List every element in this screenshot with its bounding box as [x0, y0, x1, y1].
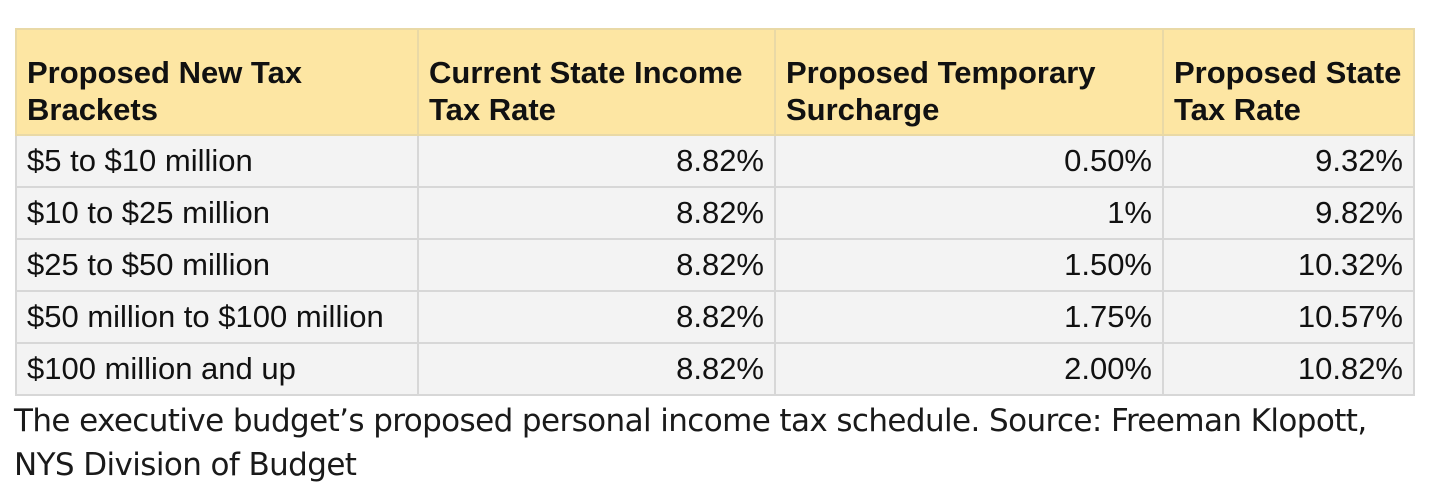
current-rate-cell: 8.82%: [417, 342, 776, 396]
surcharge-cell: 1.75%: [774, 290, 1164, 344]
bracket-cell: $50 million to $100 million: [15, 290, 419, 344]
bracket-cell: $5 to $10 million: [15, 134, 419, 188]
proposed-rate-cell: 10.57%: [1162, 290, 1415, 344]
tax-schedule-table: Proposed New Tax Brackets Current State …: [15, 28, 1415, 396]
header-row: Proposed New Tax Brackets Current State …: [15, 28, 1415, 136]
current-rate-cell: 8.82%: [417, 186, 776, 240]
bracket-cell: $10 to $25 million: [15, 186, 419, 240]
table-row: $5 to $10 million 8.82% 0.50% 9.32%: [15, 134, 1415, 188]
table-row: $100 million and up 8.82% 2.00% 10.82%: [15, 342, 1415, 396]
proposed-rate-cell: 9.32%: [1162, 134, 1415, 188]
table-row: $25 to $50 million 8.82% 1.50% 10.32%: [15, 238, 1415, 292]
current-rate-cell: 8.82%: [417, 290, 776, 344]
current-rate-cell: 8.82%: [417, 134, 776, 188]
bracket-cell: $100 million and up: [15, 342, 419, 396]
proposed-rate-cell: 10.32%: [1162, 238, 1415, 292]
table-row: $50 million to $100 million 8.82% 1.75% …: [15, 290, 1415, 344]
header-proposed-rate: Proposed State Tax Rate: [1162, 28, 1415, 136]
surcharge-cell: 2.00%: [774, 342, 1164, 396]
table-row: $10 to $25 million 8.82% 1% 9.82%: [15, 186, 1415, 240]
surcharge-cell: 1%: [774, 186, 1164, 240]
proposed-rate-cell: 10.82%: [1162, 342, 1415, 396]
proposed-rate-cell: 9.82%: [1162, 186, 1415, 240]
header-tax-brackets: Proposed New Tax Brackets: [15, 28, 419, 136]
bracket-cell: $25 to $50 million: [15, 238, 419, 292]
current-rate-cell: 8.82%: [417, 238, 776, 292]
surcharge-cell: 1.50%: [774, 238, 1164, 292]
table-caption: The executive budget’s proposed personal…: [14, 403, 1367, 483]
header-surcharge: Proposed Temporary Surcharge: [774, 28, 1164, 136]
surcharge-cell: 0.50%: [774, 134, 1164, 188]
header-current-rate: Current State Income Tax Rate: [417, 28, 776, 136]
